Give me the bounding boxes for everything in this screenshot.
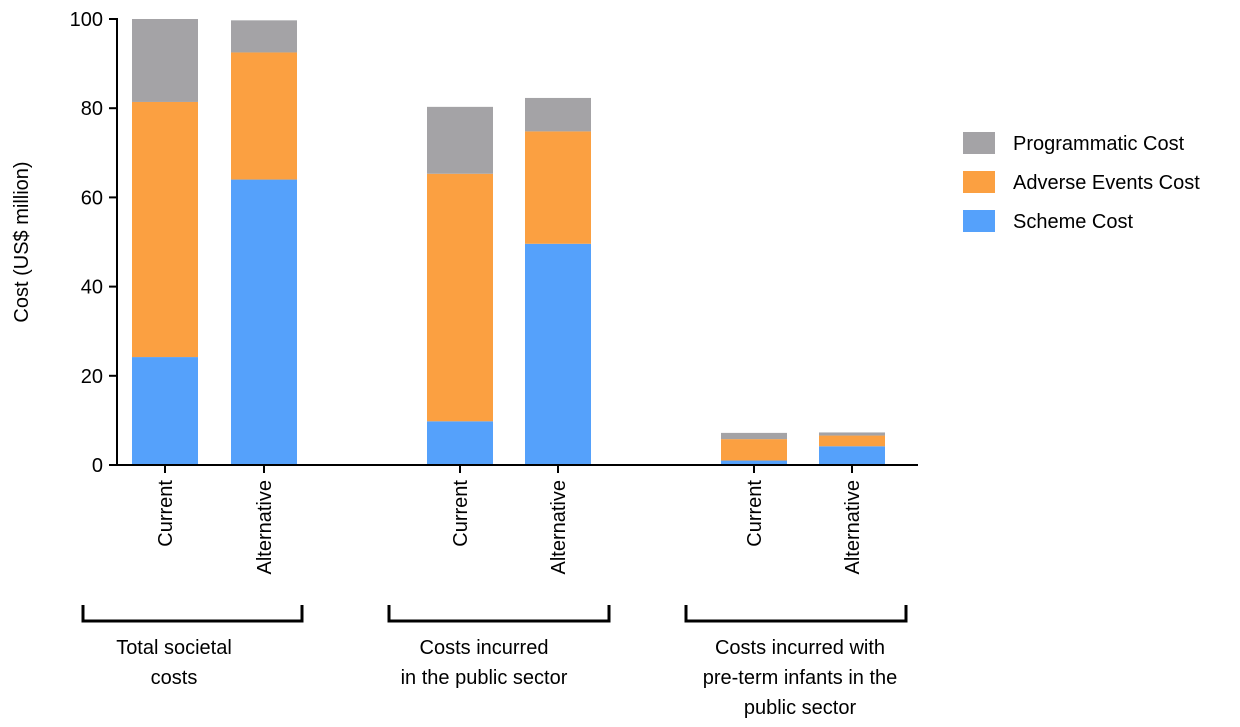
- bar-segment-adverse-events-cost: [427, 173, 493, 422]
- group-label: Total societal: [116, 637, 232, 659]
- group-bracket: [387, 605, 611, 623]
- bar-segment-scheme-cost: [525, 243, 591, 465]
- group-label: public sector: [744, 697, 857, 719]
- group-bracket: [684, 605, 908, 623]
- bar-segment-scheme-cost: [819, 446, 885, 465]
- bar-segment-adverse-events-cost: [525, 131, 591, 244]
- legend-swatch-adverse-events-cost: [963, 171, 995, 193]
- legend-swatch-scheme-cost: [963, 210, 995, 232]
- bar-segment-programmatic-cost: [231, 20, 297, 53]
- category-label: Current: [744, 480, 766, 547]
- bar-segment-adverse-events-cost: [819, 435, 885, 447]
- bar-segment-programmatic-cost: [427, 106, 493, 174]
- bar-segment-programmatic-cost: [819, 432, 885, 436]
- y-tick-label: 40: [81, 277, 103, 299]
- legend-label-adverse-events-cost: Adverse Events Cost: [1013, 172, 1200, 194]
- group-label: costs: [151, 667, 198, 689]
- bar-segment-programmatic-cost: [525, 97, 591, 132]
- category-label: Alternative: [548, 480, 570, 575]
- group-label: pre-term infants in the: [703, 667, 898, 689]
- group-label: in the public sector: [401, 667, 568, 689]
- y-tick-label: 0: [92, 455, 103, 477]
- bar-segment-scheme-cost: [132, 357, 198, 465]
- group-label: Costs incurred with: [715, 637, 885, 659]
- y-tick-label: 100: [70, 9, 103, 31]
- y-tick-label: 20: [81, 366, 103, 388]
- category-label: Alternative: [842, 480, 864, 575]
- bar-segment-scheme-cost: [427, 421, 493, 465]
- y-axis-title: Cost (US$ million): [11, 161, 33, 322]
- labels-layer: 0 20 40 60 80 100 Cost (US$ million) Current Alt…: [11, 9, 897, 719]
- bar-segment-scheme-cost: [721, 460, 787, 465]
- bar-segment-adverse-events-cost: [721, 439, 787, 461]
- bar-segment-scheme-cost: [231, 179, 297, 465]
- legend: Programmatic Cost Adverse Events Cost Sche…: [963, 132, 1200, 233]
- bars-layer: [132, 19, 885, 465]
- y-tick-label: 60: [81, 187, 103, 209]
- category-label: Alternative: [254, 480, 276, 575]
- bar-segment-adverse-events-cost: [231, 52, 297, 180]
- bar-segment-programmatic-cost: [721, 432, 787, 440]
- category-label: Current: [155, 480, 177, 547]
- y-tick-label: 80: [81, 98, 103, 120]
- legend-label-programmatic-cost: Programmatic Cost: [1013, 133, 1185, 155]
- category-label: Current: [450, 480, 472, 547]
- bar-segment-adverse-events-cost: [132, 101, 198, 358]
- group-label: Costs incurred: [420, 637, 549, 659]
- legend-swatch-programmatic-cost: [963, 132, 995, 154]
- legend-label-scheme-cost: Scheme Cost: [1013, 211, 1133, 233]
- axes-layer: [81, 18, 918, 623]
- group-bracket: [81, 605, 304, 623]
- bar-segment-programmatic-cost: [132, 19, 198, 102]
